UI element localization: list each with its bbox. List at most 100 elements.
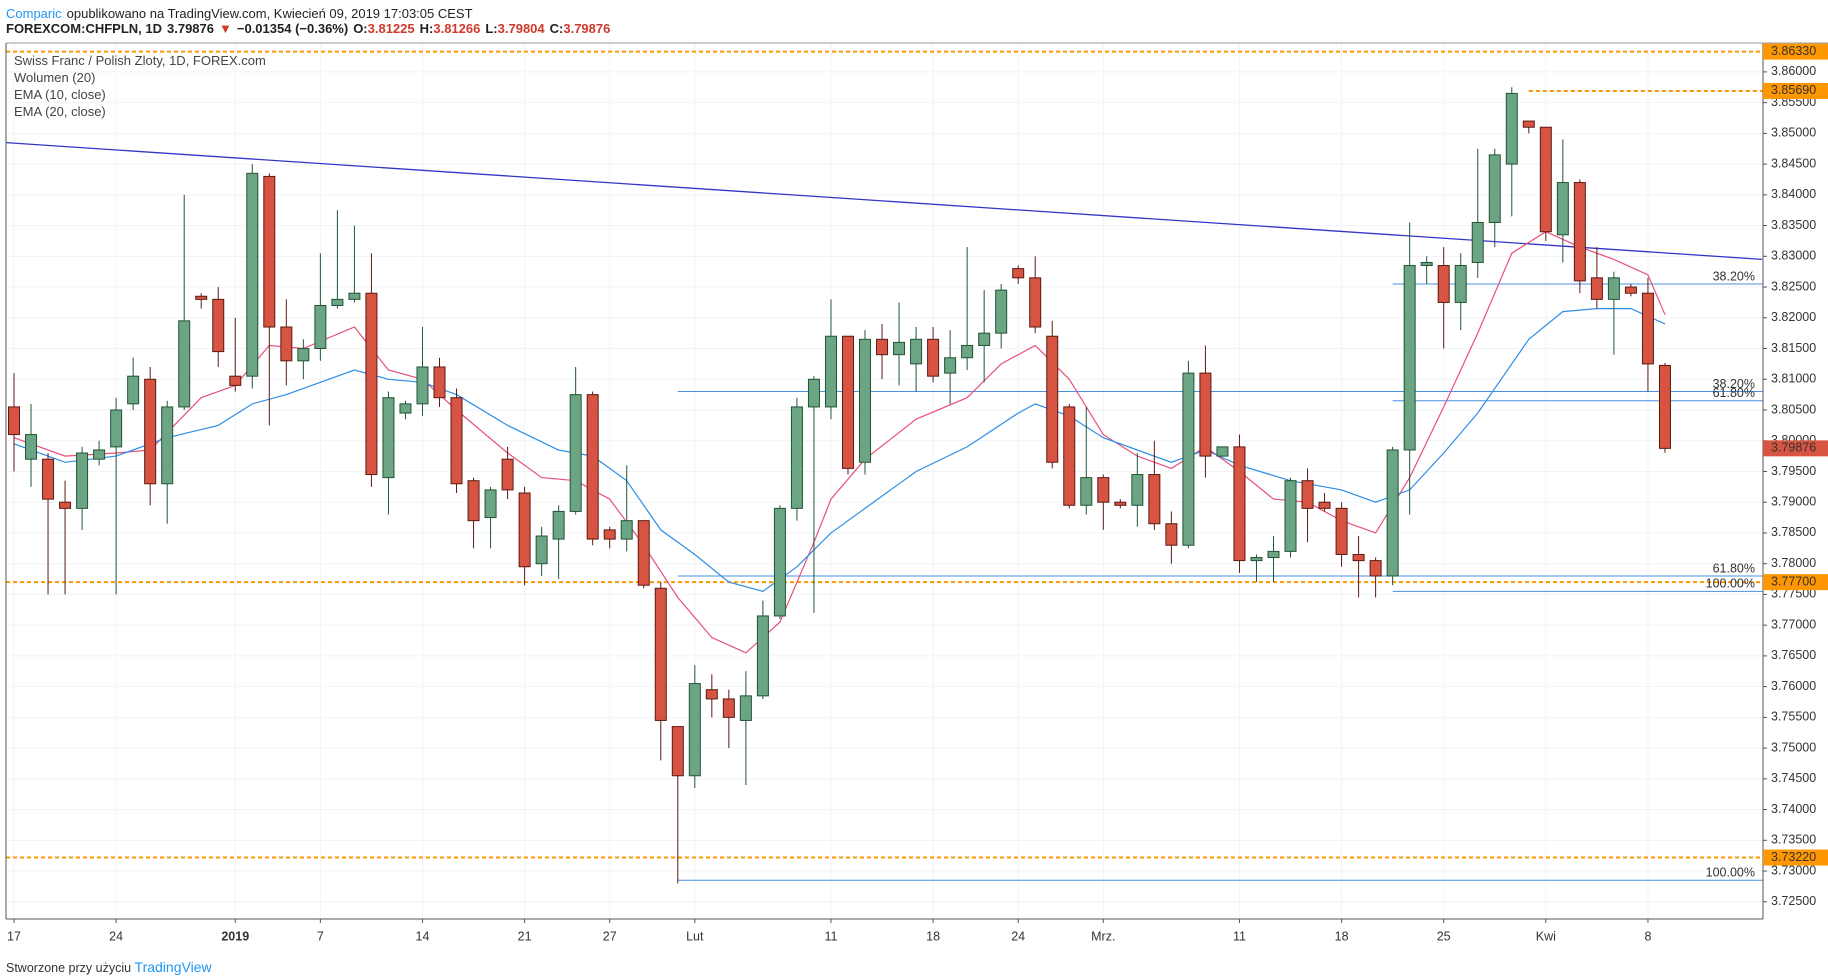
ohlc-k: H: <box>419 21 434 36</box>
x-tick-label: 7 <box>317 929 324 943</box>
candle-body <box>195 295 208 300</box>
candle-body <box>1488 154 1501 224</box>
candle-body <box>331 298 344 306</box>
candle-body <box>739 695 752 721</box>
candle-body <box>76 452 89 509</box>
y-tick-label: 3.84000 <box>1771 187 1816 201</box>
x-tick-label: 25 <box>1437 929 1451 943</box>
candle-body <box>705 689 718 700</box>
legend-entry: Swiss Franc / Polish Zloty, 1D, FOREX.co… <box>14 53 266 68</box>
candle-body <box>1437 265 1450 303</box>
x-tick-label: Mrz. <box>1091 929 1115 943</box>
candle-body <box>1080 477 1093 506</box>
ohlc-v: 3.79876 <box>563 21 611 36</box>
candle-body <box>1012 268 1025 279</box>
fib-label: 38.20% <box>1713 269 1755 283</box>
candle-body <box>876 338 889 356</box>
y-tick-label: 3.77000 <box>1771 617 1816 631</box>
y-tick-label: 3.75500 <box>1771 710 1816 724</box>
candle-body <box>1624 286 1637 294</box>
price-badge <box>1763 440 1828 457</box>
candle-body <box>1063 406 1076 506</box>
candle-body <box>1505 92 1518 165</box>
candle-body <box>671 726 684 777</box>
fib-label: 100.00% <box>1706 577 1755 591</box>
header-line2: FOREXCOM:CHFPLN, 1D 3.79876 ▼ −0.01354 (−0.… <box>6 21 615 36</box>
change: −0.01354 (−0.36%) <box>236 21 349 36</box>
candle-body <box>365 292 378 476</box>
y-tick-label: 3.72500 <box>1771 894 1816 908</box>
candle-body <box>144 378 157 485</box>
candle-body <box>280 326 293 362</box>
candle-body <box>382 397 395 479</box>
candle-body <box>995 289 1008 334</box>
candle-body <box>1403 265 1416 451</box>
y-tick-label: 3.74000 <box>1771 802 1816 816</box>
candle-body <box>944 357 957 374</box>
price-badge-label: 3.79876 <box>1771 441 1816 455</box>
candle-body <box>1182 372 1195 546</box>
price-badge <box>1763 849 1828 866</box>
candle-body <box>1233 446 1246 562</box>
y-tick-label: 3.81000 <box>1771 372 1816 386</box>
x-tick-label: 17 <box>7 929 21 943</box>
plot <box>6 43 1763 919</box>
candle-body <box>824 335 837 408</box>
ohlc-v: 3.79804 <box>497 21 545 36</box>
x-tick-label: 11 <box>824 929 837 943</box>
price-badge-label: 3.85690 <box>1771 83 1816 97</box>
ema-line <box>13 231 1666 654</box>
candle-body <box>1284 480 1297 552</box>
candle-body <box>978 332 991 346</box>
candle-body <box>1607 277 1620 300</box>
y-tick-label: 3.84500 <box>1771 156 1816 170</box>
price-badge-label: 3.77700 <box>1771 574 1816 588</box>
candle-body <box>1267 550 1280 559</box>
candle-body <box>841 335 854 469</box>
candle-body <box>229 375 242 386</box>
symbol: FOREXCOM:CHFPLN, 1D <box>6 21 162 36</box>
candle-body <box>961 344 974 359</box>
x-tick-label: Lut <box>686 929 704 943</box>
y-tick-label: 3.82500 <box>1771 279 1816 293</box>
y-tick-label: 3.73500 <box>1771 833 1816 847</box>
candle-body <box>859 338 872 463</box>
candle-body <box>1250 557 1263 562</box>
y-tick-label: 3.73000 <box>1771 863 1816 877</box>
footer-brand: TradingView <box>134 959 212 975</box>
candle-body <box>59 501 72 509</box>
y-tick-label: 3.77500 <box>1771 587 1816 601</box>
y-tick-label: 3.86000 <box>1771 64 1816 78</box>
candle-body <box>1471 222 1484 263</box>
y-tick-label: 3.83500 <box>1771 218 1816 232</box>
ohlc-k: O: <box>353 21 368 36</box>
x-tick-label: 24 <box>109 929 123 943</box>
candle-body <box>212 298 225 353</box>
candle-body <box>552 510 565 540</box>
published: opublikowano na TradingView.com, Kwiecie… <box>66 6 473 21</box>
x-tick-label: 18 <box>1335 929 1349 943</box>
y-tick-label: 3.74500 <box>1771 771 1816 785</box>
fib-label: 61.80% <box>1713 561 1755 575</box>
price-badge <box>1763 43 1828 60</box>
candle-body <box>1165 523 1178 546</box>
trendline <box>6 141 1763 261</box>
candle-body <box>1573 182 1586 282</box>
x-tick-label: 2019 <box>221 929 249 943</box>
price-badge-label: 3.73220 <box>1771 850 1816 864</box>
candle-body <box>1046 335 1059 463</box>
arrow: ▼ <box>219 21 232 36</box>
candle-body <box>348 292 361 300</box>
x-tick-label: 14 <box>416 929 430 943</box>
candle-body <box>1216 446 1229 457</box>
candle-body <box>399 403 412 414</box>
fib-label: 38.20% <box>1713 377 1755 391</box>
candle-body <box>1556 182 1569 236</box>
fib-label: 100.00% <box>1706 866 1755 880</box>
ohlc-v: 3.81225 <box>367 21 415 36</box>
fib-label: 61.80% <box>1713 386 1755 400</box>
candle-body <box>518 492 531 568</box>
y-tick-label: 3.81500 <box>1771 341 1816 355</box>
price-badge <box>1763 82 1828 99</box>
